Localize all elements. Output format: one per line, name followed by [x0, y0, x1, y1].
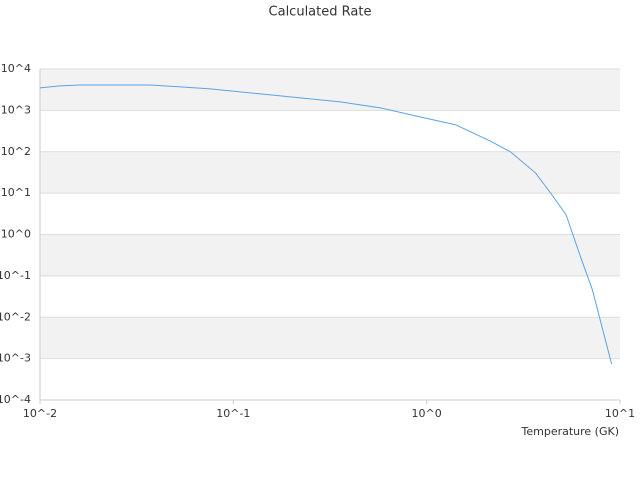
- y-tick-label: 10^4: [1, 62, 31, 75]
- y-tick-label: 10^-4: [0, 393, 31, 406]
- x-tick-label: 10^-1: [216, 407, 250, 420]
- grid-band: [40, 234, 620, 276]
- y-tick-label: 10^1: [1, 186, 31, 199]
- grid-band: [40, 151, 620, 194]
- y-tick-label: 10^2: [1, 145, 31, 158]
- y-tick-label: 10^-1: [0, 269, 31, 282]
- grid-band: [40, 69, 620, 111]
- x-tick-label: 10^0: [412, 407, 442, 420]
- y-tick-label: 10^3: [1, 103, 31, 116]
- chart-title: Calculated Rate: [269, 5, 372, 20]
- y-tick-label: 10^-2: [0, 310, 31, 323]
- x-tick-label: 10^1: [605, 407, 635, 420]
- x-tick-label: 10^-2: [23, 407, 57, 420]
- y-tick-label: 10^0: [1, 228, 31, 241]
- y-tick-label: 10^-3: [0, 352, 31, 365]
- x-axis-label: Temperature (GK): [521, 425, 620, 438]
- grid-band: [40, 317, 620, 359]
- line: [39, 84, 613, 365]
